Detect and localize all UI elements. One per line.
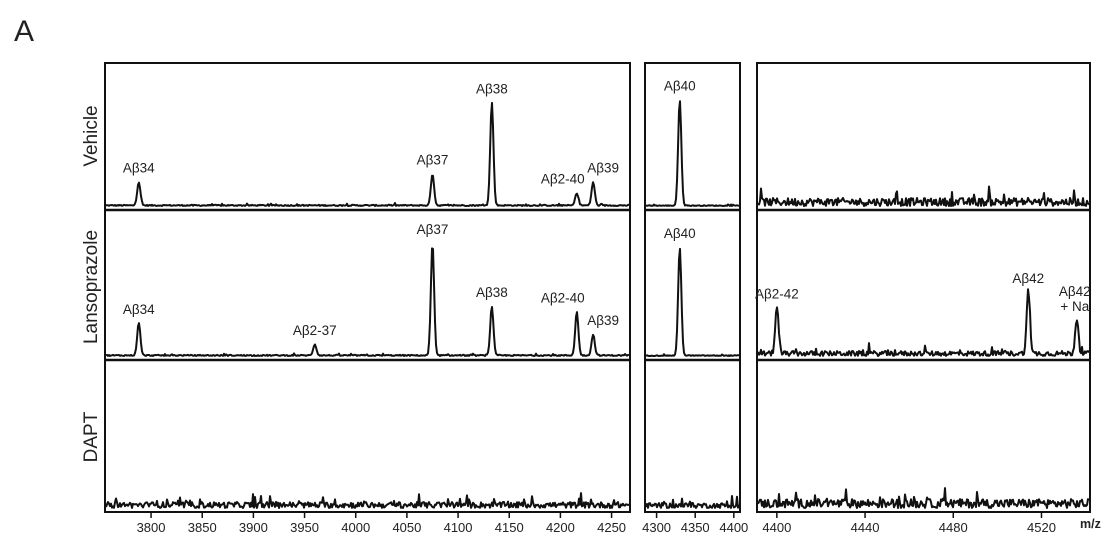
peak-label-lansoprazole-3: Aβ38: [476, 285, 508, 300]
peak-label-lansoprazole-0: Aβ34: [123, 302, 155, 317]
panel-label: A: [14, 15, 34, 48]
x-tick-label: 3800: [137, 520, 166, 535]
x-tick-label: 4100: [444, 520, 473, 535]
x-tick-label: 4150: [495, 520, 524, 535]
x-tick-label: 4050: [392, 520, 421, 535]
peak-label-vehicle-3: Aβ2-40: [541, 172, 585, 187]
panel-frame-0: [104, 62, 631, 513]
spectrum-trace-vehicle-0: [106, 101, 630, 207]
row-label-lansoprazole: Lansoprazole: [81, 230, 102, 344]
peak-label-lansoprazole-8: Aβ42: [1012, 271, 1044, 286]
row-label-dapt: DAPT: [81, 411, 102, 462]
spectrum-trace-vehicle-2: [757, 185, 1090, 207]
x-tick-label: 4520: [1027, 520, 1056, 535]
spectrum-trace-dapt-2: [757, 487, 1090, 509]
spectrum-trace-vehicle-1: [645, 100, 740, 207]
x-tick-label: 3900: [239, 520, 268, 535]
x-tick-label: 4350: [681, 520, 710, 535]
x-tick-label: 3850: [188, 520, 217, 535]
peak-label-lansoprazole-1: Aβ2-37: [293, 323, 337, 338]
x-tick-label: 4400: [762, 520, 791, 535]
x-tick-label: 4250: [597, 520, 626, 535]
peak-label-lansoprazole-5: Aβ39: [587, 313, 619, 328]
spectrum-trace-lansoprazole-2: [757, 288, 1090, 357]
peak-label-vehicle-2: Aβ38: [476, 81, 508, 96]
peak-label-lansoprazole-6: Aβ40: [664, 226, 696, 241]
peak-label-lansoprazole-9: Aβ42 + Na: [1059, 284, 1091, 314]
peak-label-lansoprazole-7: Aβ2-42: [755, 286, 799, 301]
peak-label-vehicle-0: Aβ34: [123, 161, 155, 176]
spectrum-trace-dapt-0: [105, 492, 630, 509]
x-tick-label: 4480: [939, 520, 968, 535]
x-tick-label: 4400: [719, 520, 748, 535]
spectrum-trace-lansoprazole-1: [645, 247, 739, 357]
x-tick-label: 4300: [642, 520, 671, 535]
spectrum-trace-dapt-1: [645, 495, 740, 509]
peak-label-lansoprazole-4: Aβ2-40: [541, 291, 585, 306]
axis-unit-label: m/z: [1080, 517, 1101, 531]
panel-frame-1: [644, 62, 741, 513]
spectra-plot: 3800 3850 3900 3950 4000 4050 4100 4150 4200 4250…: [104, 62, 1091, 535]
x-tick-label: 4000: [341, 520, 370, 535]
row-label-vehicle: Vehicle: [81, 105, 102, 166]
x-tick-label: 4200: [546, 520, 575, 535]
peak-label-vehicle-4: Aβ39: [587, 161, 619, 176]
peak-label-lansoprazole-2: Aβ37: [417, 222, 449, 237]
peak-label-vehicle-5: Aβ40: [664, 79, 696, 94]
panel-frame-2: [756, 62, 1091, 513]
x-tick-label: 3950: [290, 520, 319, 535]
spectrum-trace-lansoprazole-0: [105, 247, 630, 357]
x-tick-label: 4440: [851, 520, 880, 535]
peak-label-vehicle-1: Aβ37: [417, 152, 449, 167]
